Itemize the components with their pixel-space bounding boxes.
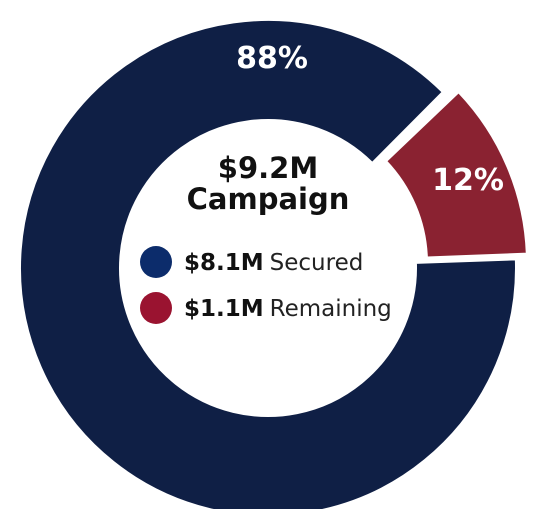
legend-remaining-swatch <box>140 292 172 324</box>
donut-slice-remaining <box>384 90 528 259</box>
chart-title-amount: $9.2M <box>218 151 318 185</box>
secured-percent-label: 88% <box>236 41 308 76</box>
donut-slices <box>19 19 528 509</box>
donut-slice-secured <box>19 19 517 509</box>
legend: $8.1M Secured $1.1M Remaining <box>140 246 392 324</box>
legend-secured-swatch <box>140 246 172 278</box>
remaining-percent-label: 12% <box>432 163 504 198</box>
legend-secured-text: $8.1M Secured <box>184 250 363 276</box>
legend-remaining-text: $1.1M Remaining <box>184 296 392 322</box>
legend-remaining-label: Remaining <box>270 296 392 322</box>
chart-title-label: Campaign <box>187 182 350 216</box>
legend-remaining-amount: $1.1M <box>184 296 264 322</box>
legend-secured-amount: $8.1M <box>184 250 264 276</box>
legend-secured-label: Secured <box>270 250 364 276</box>
